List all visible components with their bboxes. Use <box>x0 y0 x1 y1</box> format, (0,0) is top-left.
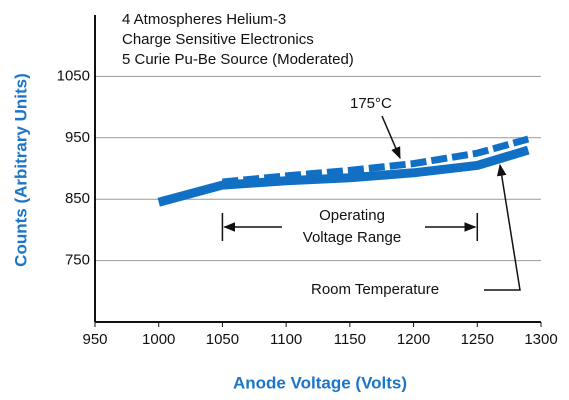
x-tick-label: 1150 <box>334 331 366 348</box>
note: 4 Atmospheres Helium-3 <box>122 11 286 28</box>
y-axis-title: Counts (Arbitrary Units) <box>11 73 30 267</box>
y-tick-label: 950 <box>65 129 90 146</box>
series-line <box>157 145 530 207</box>
x-tick-label: 1300 <box>524 331 557 348</box>
range-label: Operating <box>319 207 385 224</box>
x-tick-label: 950 <box>82 331 107 348</box>
note: 5 Curie Pu-Be Source (Moderated) <box>122 51 354 68</box>
series-label: 175°C <box>350 95 392 112</box>
y-tick-label: 1050 <box>57 67 90 84</box>
series-label: Room Temperature <box>311 281 439 298</box>
x-tick-label: 1250 <box>461 331 494 348</box>
x-axis-title: Anode Voltage (Volts) <box>233 373 407 392</box>
x-tick-label: 1100 <box>270 331 302 348</box>
x-tick-label: 1200 <box>397 331 430 348</box>
x-tick-label: 1050 <box>206 331 239 348</box>
y-tick-label: 850 <box>65 190 90 207</box>
y-tick-label: 750 <box>65 252 90 269</box>
series-line <box>222 135 530 186</box>
leader <box>381 115 401 160</box>
range-label: Voltage Range <box>303 229 401 246</box>
leader <box>484 163 521 291</box>
x-tick-label: 1000 <box>142 331 175 348</box>
note: Charge Sensitive Electronics <box>122 31 314 48</box>
